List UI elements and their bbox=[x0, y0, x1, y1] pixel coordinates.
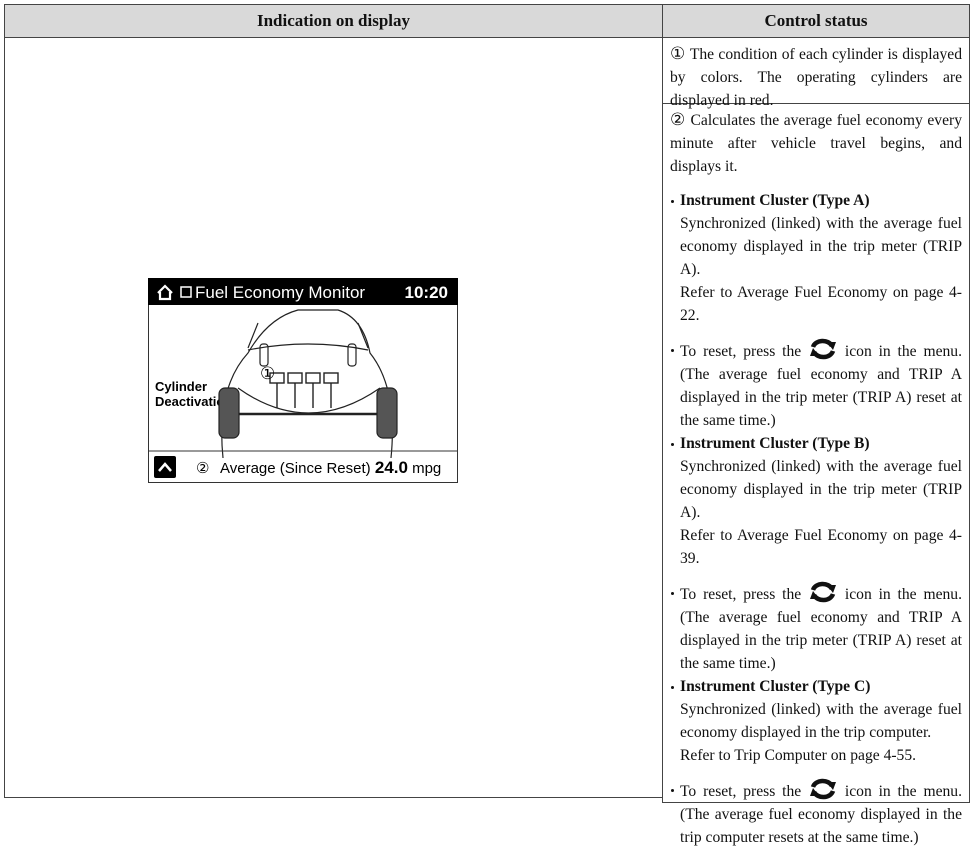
footer-marker: ② bbox=[196, 460, 209, 477]
marker: ② bbox=[670, 110, 686, 130]
list-item: Instrument Cluster (Type A) Synchronized … bbox=[670, 189, 962, 327]
bullet bbox=[671, 200, 674, 203]
footer-unit: mpg bbox=[412, 460, 441, 477]
header-cell: Indication on display bbox=[4, 4, 663, 38]
cylinder-marker: ① bbox=[260, 364, 275, 383]
item-text: To reset, press the bbox=[680, 343, 802, 360]
item-line: Refer to Trip Computer on page 4-55. bbox=[680, 747, 917, 764]
reset-icon bbox=[810, 581, 837, 603]
item-text: icon in the menu. (The average fuel econ… bbox=[680, 586, 962, 672]
footer-value: 24.0 bbox=[375, 458, 408, 477]
text: Calculates the average fuel economy ever… bbox=[670, 112, 962, 175]
item-heading: Instrument Cluster (Type B) bbox=[680, 435, 870, 452]
up-button[interactable] bbox=[154, 456, 176, 478]
header-cell: Control status bbox=[662, 4, 970, 38]
home-icon bbox=[157, 284, 173, 301]
screen-time: 10:20 bbox=[405, 283, 448, 302]
screen-title: Fuel Economy Monitor bbox=[195, 283, 365, 302]
item-line: Synchronized (linked) with the average f… bbox=[680, 215, 962, 278]
car-drawing bbox=[218, 309, 398, 459]
reset-icon bbox=[810, 338, 837, 360]
bullet bbox=[671, 592, 674, 595]
item-line: Refer to Average Fuel Economy on page 4-… bbox=[680, 527, 962, 567]
list-item: Instrument Cluster (Type C) Synchronized … bbox=[670, 675, 962, 767]
text: The condition of each cylinder is displa… bbox=[670, 46, 962, 109]
item-text: To reset, press the bbox=[680, 783, 802, 800]
footer-label: Average (Since Reset) 24.0 mpg bbox=[220, 458, 441, 477]
marker: ① bbox=[670, 44, 686, 64]
page: {"table": { "headers": ["Indication on d… bbox=[4, 4, 970, 846]
header-text: Control status bbox=[764, 11, 868, 30]
row-cell bbox=[662, 38, 970, 104]
display-screen: Fuel Economy Monitor 10:20 Cylinder Deac… bbox=[148, 278, 458, 483]
bullet bbox=[671, 349, 674, 352]
list-item: To reset, press the icon in the menu. (T… bbox=[670, 581, 962, 675]
item-line: Synchronized (linked) with the average f… bbox=[680, 701, 962, 741]
list-item: To reset, press the icon in the menu. (T… bbox=[670, 778, 962, 849]
mode-icon bbox=[180, 286, 192, 298]
list-item: Instrument Cluster (Type B) Synchronized … bbox=[670, 432, 962, 570]
bullet bbox=[671, 686, 674, 689]
item-heading: Instrument Cluster (Type A) bbox=[680, 192, 870, 209]
row-text: ② Calculates the average fuel economy ev… bbox=[662, 104, 970, 849]
item-text: icon in the menu. (The average fuel econ… bbox=[680, 343, 962, 429]
screen-label: Deactivation bbox=[155, 394, 232, 409]
bullet bbox=[671, 443, 674, 446]
item-line: Refer to Average Fuel Economy on page 4-… bbox=[680, 284, 962, 324]
screen-bar bbox=[148, 278, 458, 305]
screen-label: Cylinder bbox=[155, 379, 207, 394]
row-text: ① The condition of each cylinder is disp… bbox=[662, 38, 970, 112]
header-text: Indication on display bbox=[256, 11, 411, 30]
list-item: To reset, press the icon in the menu. (T… bbox=[670, 338, 962, 432]
bullet bbox=[671, 789, 674, 792]
up-chevron bbox=[158, 462, 172, 472]
footer-label-text: Average (Since Reset) bbox=[220, 460, 371, 477]
screen-frame bbox=[148, 278, 458, 483]
item-heading: Instrument Cluster (Type C) bbox=[680, 678, 871, 695]
reset-icon bbox=[810, 778, 837, 800]
item-line: Synchronized (linked) with the average f… bbox=[680, 458, 962, 521]
item-text: To reset, press the bbox=[680, 586, 802, 603]
intro: ② Calculates the average fuel economy ev… bbox=[670, 109, 962, 178]
